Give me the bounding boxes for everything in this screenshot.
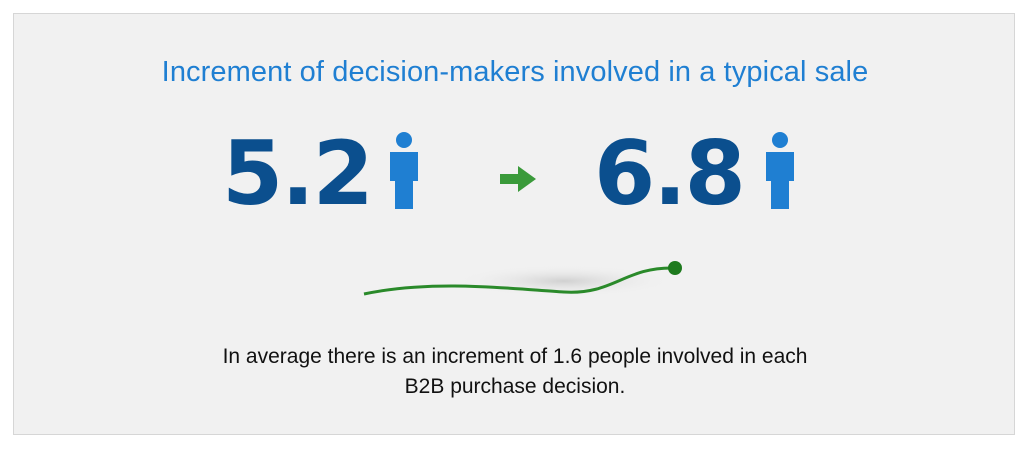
infographic-card: Increment of decision-makers involved in… <box>13 13 1015 435</box>
curve-line <box>363 266 675 296</box>
stat-before-value: 5.2 <box>222 122 374 225</box>
curve-end-dot <box>668 261 682 275</box>
arrow-right-icon <box>500 166 536 192</box>
summary-line-2: B2B purchase decision. <box>404 375 626 398</box>
growth-curve <box>363 261 682 297</box>
summary-note: In average there is an increment of 1.6 … <box>14 342 1016 402</box>
summary-line-1: In average there is an increment of 1.6 … <box>222 345 808 368</box>
stat-after-value: 6.8 <box>594 122 746 225</box>
page-title: Increment of decision-makers involved in… <box>161 56 869 88</box>
person-icon <box>390 132 418 209</box>
person-icon <box>766 132 794 209</box>
